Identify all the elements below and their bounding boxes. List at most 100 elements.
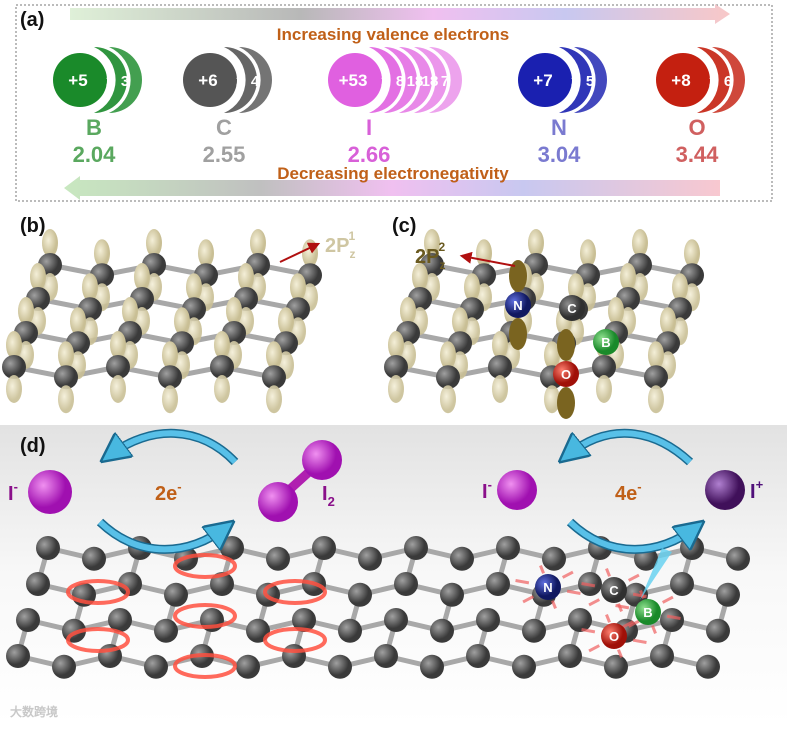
arrow	[459, 251, 516, 267]
carbon-atom	[476, 608, 500, 632]
panel-frame	[15, 4, 773, 202]
shell-count: 18	[407, 73, 424, 90]
charge-arrow	[661, 595, 674, 604]
atom-label: C	[567, 301, 577, 316]
ring-current	[263, 579, 327, 605]
carbon-atom	[384, 355, 408, 379]
orbital-lobe	[492, 331, 508, 359]
atom-label: O	[561, 367, 571, 382]
electron-shell	[574, 47, 607, 113]
shell-count: 18	[422, 73, 439, 90]
panel-background	[0, 425, 787, 724]
orbital-sub: z	[349, 247, 355, 261]
species-base: I	[8, 483, 14, 505]
charge-arrow	[551, 600, 557, 610]
carbon-atom	[522, 618, 546, 643]
electron-shell	[697, 47, 730, 113]
carbon-atom	[52, 654, 76, 679]
orbital-lobe	[250, 229, 266, 257]
carbon-atom	[82, 546, 106, 571]
orbital-lobe	[648, 385, 664, 414]
carbon-atom	[108, 608, 132, 632]
charge-arrow	[605, 613, 611, 623]
nuclear-charge: +7	[533, 71, 552, 90]
charge-arrow	[539, 564, 545, 574]
orbital-lobe	[174, 307, 190, 336]
carbon-atom	[420, 654, 444, 679]
orbital-lobe	[452, 307, 468, 336]
shell-count: 6	[724, 73, 732, 90]
orbital-lobe	[509, 260, 527, 292]
orbital-lobe	[596, 375, 612, 403]
orbital-lobe	[146, 229, 162, 257]
reaction-arrow	[567, 522, 695, 553]
carbon-atom	[436, 365, 460, 390]
orbital-lobe	[162, 341, 178, 370]
orbital-lobe	[18, 297, 34, 325]
charge-arrow	[515, 579, 530, 585]
carbon-atom	[144, 654, 168, 679]
element-symbol: O	[688, 115, 705, 140]
dopant-atom	[505, 292, 531, 318]
nucleus	[518, 53, 572, 107]
orbital-lobe	[198, 239, 214, 268]
orbital-lobe	[302, 239, 318, 268]
orbital-lobe	[648, 341, 664, 370]
element-symbol: B	[86, 115, 102, 140]
charge-arrow	[632, 638, 647, 644]
orbital-lobe	[82, 273, 98, 302]
atom-label: C	[609, 583, 619, 598]
charge-arrow	[615, 604, 630, 610]
charge-arrow	[627, 573, 640, 582]
orbital-sup: 2	[438, 240, 445, 254]
electrons: 2e-	[155, 479, 182, 505]
iodine-cation	[705, 470, 745, 510]
nuclear-charge: +8	[671, 71, 690, 90]
shell-count: 3	[121, 73, 129, 90]
ring-current	[173, 653, 237, 679]
orbital-lobe	[186, 273, 202, 302]
orbital-lobe	[134, 263, 150, 291]
species: I2	[322, 483, 335, 509]
electron-shell	[384, 47, 417, 113]
dopant-atom	[553, 361, 579, 387]
orbital-lobe	[278, 307, 294, 336]
orbital-lobe	[684, 239, 700, 268]
species-base: I	[482, 481, 488, 503]
dopant-atom	[635, 599, 661, 625]
charge-arrow	[627, 619, 640, 628]
carbon-atom	[358, 546, 382, 571]
arrow	[64, 176, 720, 200]
carbon-atom	[106, 355, 130, 379]
orbital-lobe	[58, 385, 74, 414]
carbon-atom	[486, 572, 510, 596]
dopant-atom	[535, 574, 561, 600]
orbital-lobe	[557, 329, 575, 361]
orbital-lobe	[464, 273, 480, 302]
carbon-atom	[16, 608, 40, 632]
lattice: N C B O	[384, 229, 704, 419]
carbon-atom	[430, 618, 454, 643]
carbon-atom	[384, 608, 408, 632]
orbital-lobe	[110, 375, 126, 403]
orbital-lobe	[30, 263, 46, 291]
orbital-lobe	[6, 375, 22, 403]
carbon-atom	[394, 572, 418, 596]
carbon-atom	[696, 654, 720, 679]
carbon-atom	[512, 654, 536, 679]
arrow	[279, 242, 321, 263]
carbon-atom	[558, 644, 582, 668]
orbital-lobe	[440, 341, 456, 370]
ring-current	[66, 579, 130, 605]
electronegativity: 3.44	[676, 142, 720, 167]
charge-arrow	[639, 589, 645, 599]
charge-arrow	[617, 649, 623, 659]
electrons-base: 4e	[615, 483, 637, 505]
carbon-atom	[488, 355, 512, 379]
orbital-lobe	[226, 297, 242, 325]
orbital-lobe	[476, 239, 492, 268]
orbital-lobe	[492, 375, 508, 403]
orbital-lobe	[424, 229, 440, 257]
ring-current	[173, 603, 237, 629]
carbon-atom	[650, 644, 674, 668]
